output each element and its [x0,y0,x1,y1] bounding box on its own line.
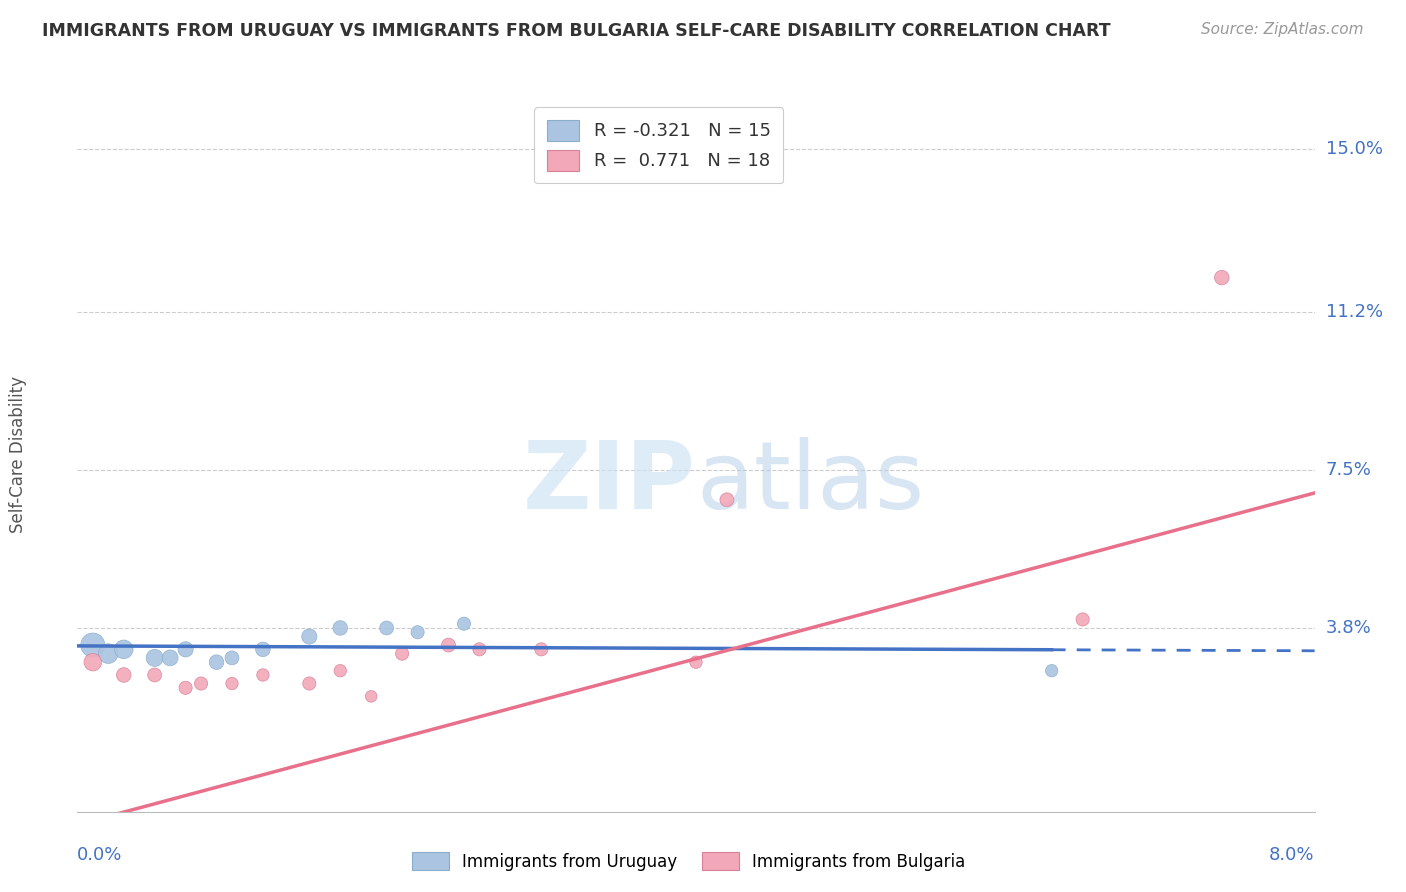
Point [437,638,460,652]
Point [468,642,491,657]
Point [360,690,382,704]
Text: 3.8%: 3.8% [1326,619,1371,637]
Point [159,651,181,665]
Point [82,638,104,652]
Text: ZIP: ZIP [523,437,696,530]
Point [112,642,135,657]
Point [391,647,413,661]
Legend: R = -0.321   N = 15, R =  0.771   N = 18: R = -0.321 N = 15, R = 0.771 N = 18 [534,107,783,183]
Point [143,651,166,665]
Text: atlas: atlas [696,437,924,530]
Point [685,655,707,669]
Point [97,647,120,661]
Point [174,642,197,657]
Point [221,651,243,665]
Point [205,655,228,669]
Text: IMMIGRANTS FROM URUGUAY VS IMMIGRANTS FROM BULGARIA SELF-CARE DISABILITY CORRELA: IMMIGRANTS FROM URUGUAY VS IMMIGRANTS FR… [42,22,1111,40]
Point [530,642,553,657]
Point [1071,612,1094,626]
Point [252,642,274,657]
Point [329,664,352,678]
Point [112,668,135,682]
Point [190,676,212,690]
Point [174,681,197,695]
Point [1040,664,1063,678]
Point [82,655,104,669]
Point [252,668,274,682]
Text: Self-Care Disability: Self-Care Disability [8,376,27,533]
Point [143,668,166,682]
Point [298,676,321,690]
Text: 15.0%: 15.0% [1326,140,1382,159]
Text: Source: ZipAtlas.com: Source: ZipAtlas.com [1201,22,1364,37]
Point [1211,270,1233,285]
Text: 11.2%: 11.2% [1326,302,1384,321]
Text: 8.0%: 8.0% [1270,846,1315,864]
Point [298,630,321,644]
Point [453,616,475,631]
Point [375,621,398,635]
Point [716,492,738,507]
Point [329,621,352,635]
Text: 0.0%: 0.0% [77,846,122,864]
Point [406,625,429,640]
Point [221,676,243,690]
Text: 7.5%: 7.5% [1326,461,1372,479]
Legend: Immigrants from Uruguay, Immigrants from Bulgaria: Immigrants from Uruguay, Immigrants from… [404,844,974,880]
